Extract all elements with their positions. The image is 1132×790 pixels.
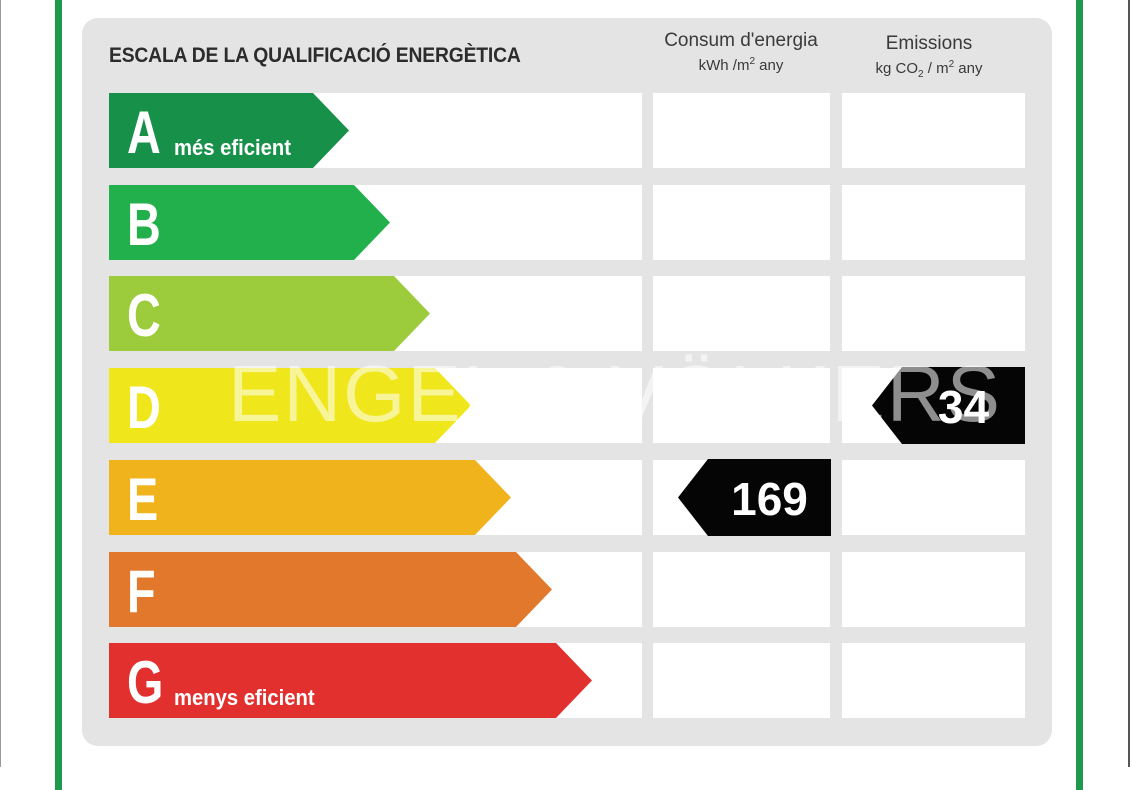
- energy-class-note: menys eficient: [174, 685, 315, 710]
- consumption-cell-c: [653, 276, 830, 351]
- emissions-cell-a: [842, 93, 1025, 168]
- emissions-cell-c: [842, 276, 1025, 351]
- energy-class-arrow-c: [109, 276, 430, 351]
- energy-class-letter: C: [127, 282, 161, 349]
- consumption-column-header: Consum d'energia kWh /m2 any: [652, 30, 830, 74]
- emissions-cell-g: [842, 643, 1025, 718]
- emissions-rating-value: 34: [937, 381, 990, 433]
- page-edge-left: [0, 0, 1, 767]
- energy-class-letter: E: [127, 466, 159, 533]
- watermark: ENGEL & VÖLKERS: [228, 349, 1002, 438]
- emissions-unit: kg CO2 / m2 any: [875, 59, 983, 80]
- energy-class-note: més eficient: [174, 135, 291, 160]
- consumption-rating-value: 169: [731, 473, 808, 525]
- consumption-cell-g: [653, 643, 830, 718]
- energy-class-letter: F: [127, 558, 156, 625]
- energy-class-letter: D: [127, 374, 161, 441]
- consumption-cell-d: [653, 368, 830, 443]
- energy-class-letter: A: [127, 99, 161, 166]
- emissions-cell-f: [842, 552, 1025, 627]
- scale-title: ESCALA DE LA QUALIFICACIÓ ENERGÈTICA: [109, 44, 521, 67]
- energy-class-letter: G: [127, 649, 164, 716]
- consumption-cell-b: [653, 185, 830, 260]
- consumption-cell-a: [653, 93, 830, 168]
- consumption-label: Consum d'energia: [664, 30, 818, 51]
- energy-class-arrow-g: [109, 643, 592, 718]
- energy-class-arrow-d: [109, 368, 471, 443]
- emissions-cell-b: [842, 185, 1025, 260]
- energy-class-arrow-b: [109, 185, 390, 260]
- energy-class-arrow-a: [109, 93, 349, 168]
- energy-class-arrow-f: [109, 552, 552, 627]
- certificate-frame: [55, 0, 1083, 790]
- emissions-label: Emissions: [885, 33, 973, 54]
- consumption-cell-f: [653, 552, 830, 627]
- page-edge-right: [1128, 0, 1130, 767]
- emissions-column-header: Emissions kg CO2 / m2 any: [840, 33, 1018, 80]
- consumption-unit: kWh /m2 any: [698, 56, 784, 74]
- emissions-rating-marker: [872, 367, 1025, 444]
- emissions-cell-e: [842, 460, 1025, 535]
- energy-class-arrow-e: [109, 460, 511, 535]
- consumption-rating-marker: [678, 459, 831, 536]
- energy-class-letter: B: [127, 191, 161, 258]
